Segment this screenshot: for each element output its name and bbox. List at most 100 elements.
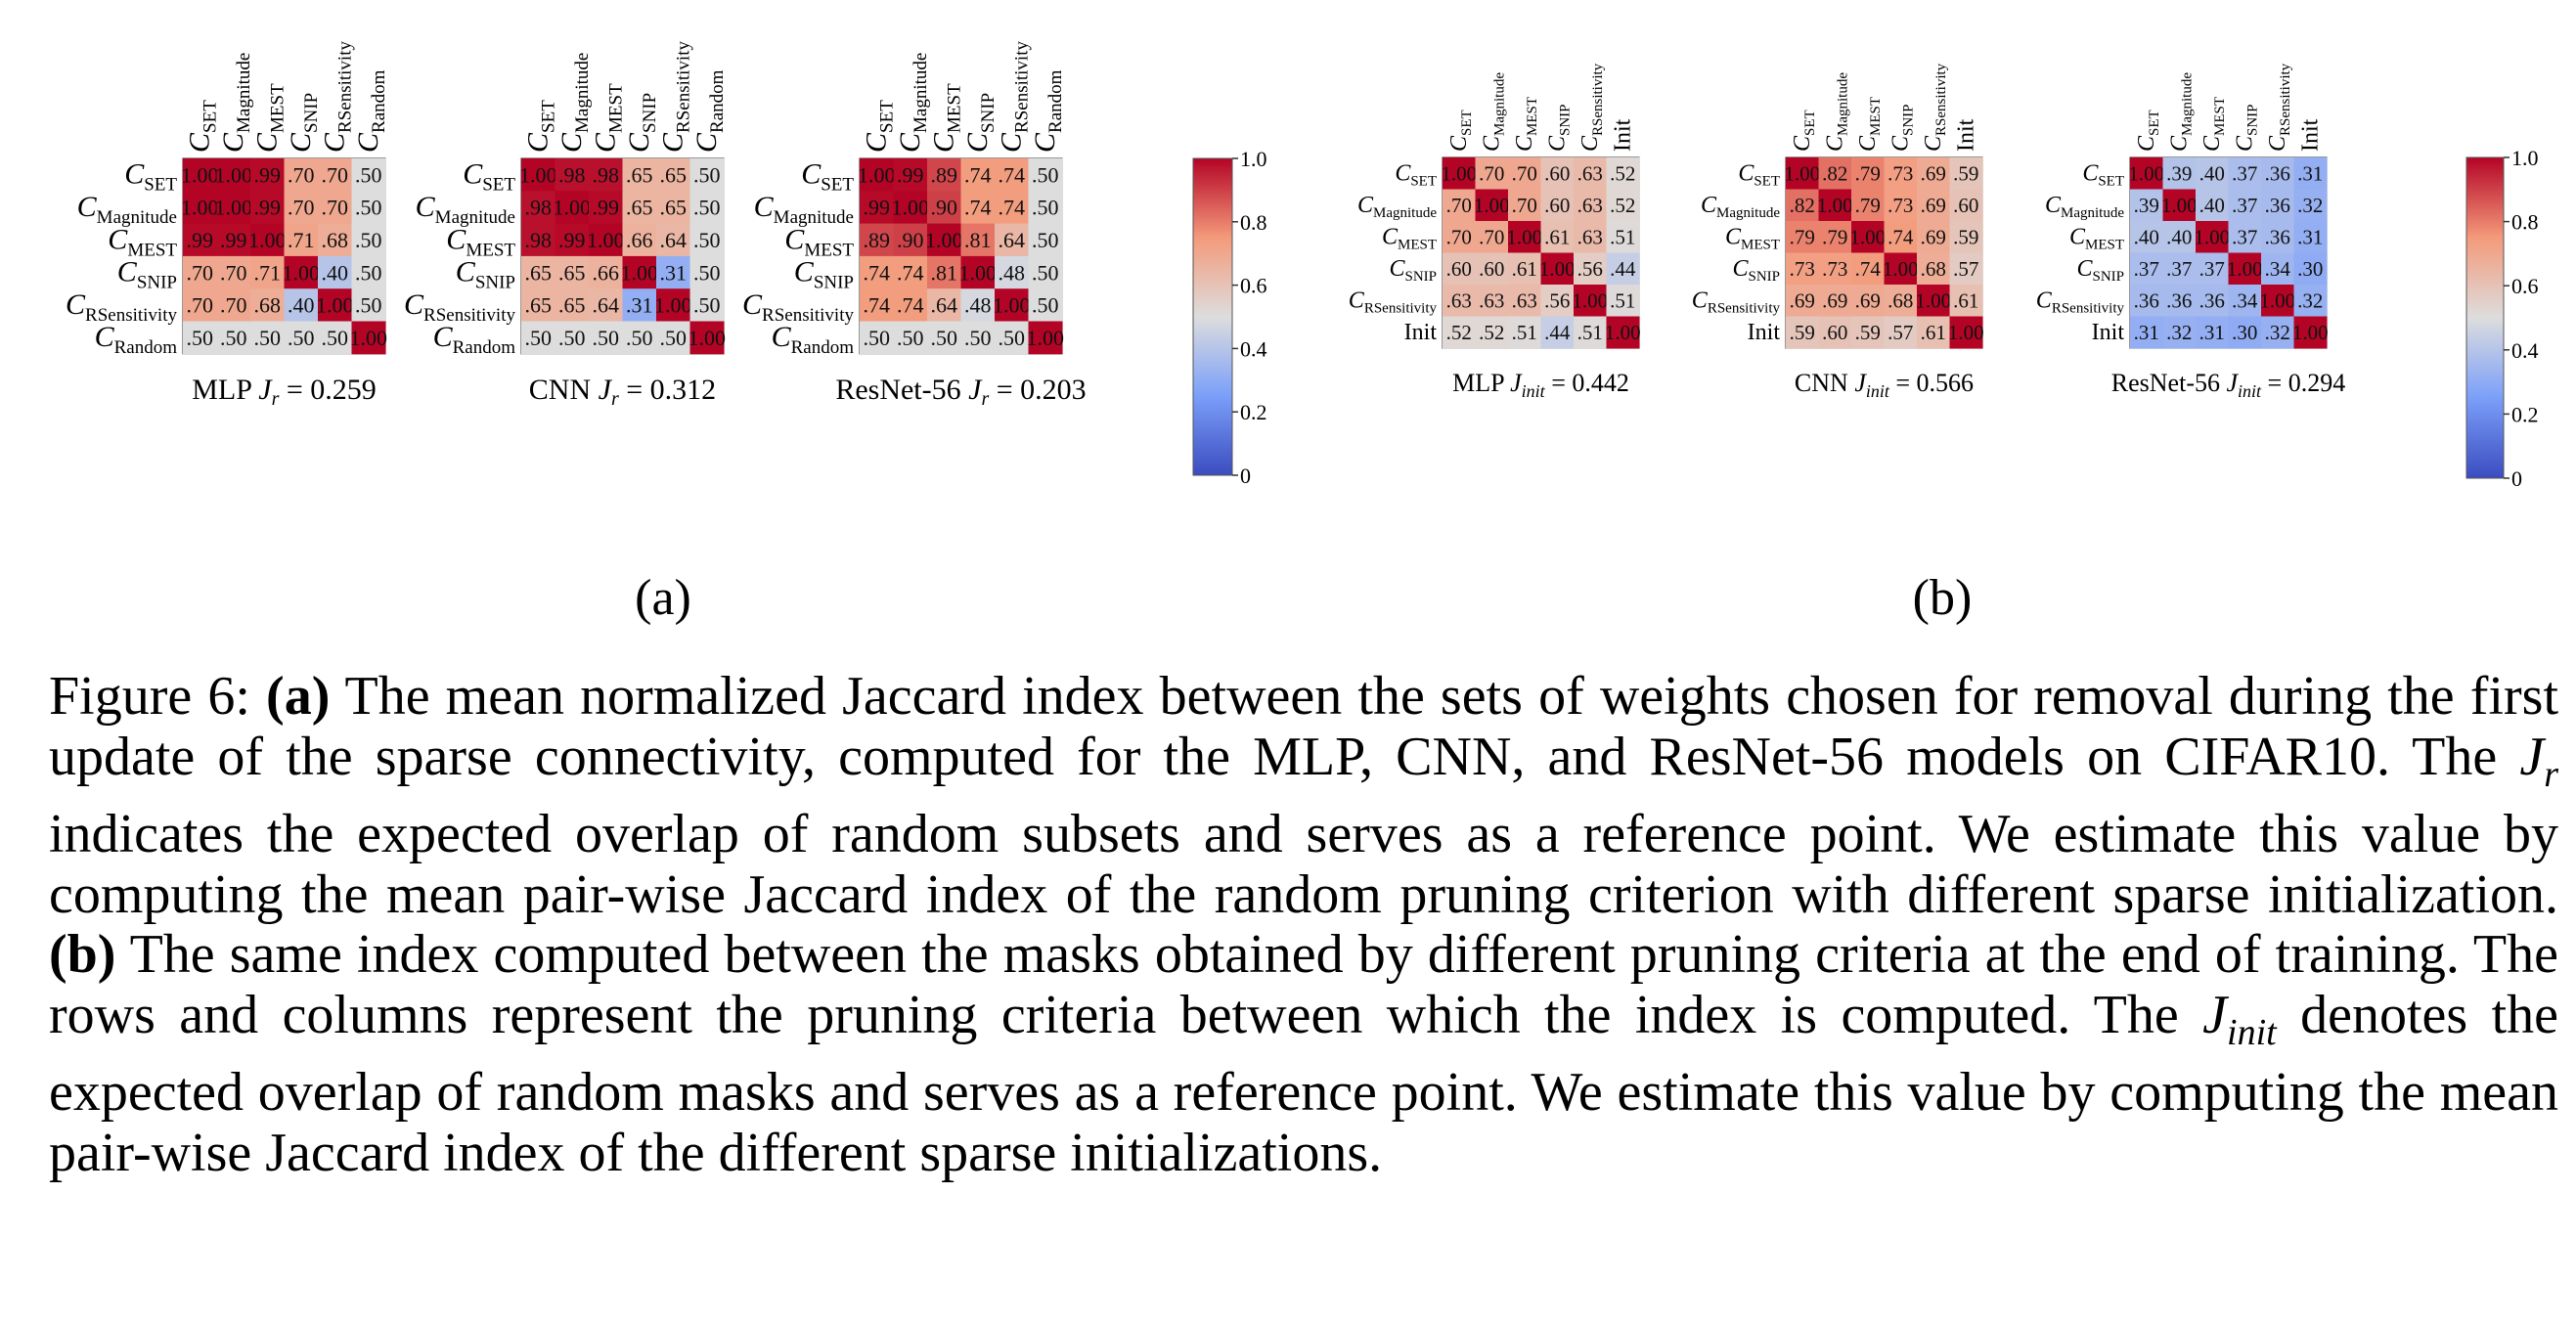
panel-title-symbol-sub: init xyxy=(2238,381,2262,401)
panel-title-model: CNN xyxy=(1795,369,1854,397)
heatmap-cell xyxy=(1786,252,1819,286)
heatmap-value-label: .79 xyxy=(1822,226,1847,249)
column-label: CRSensitivity xyxy=(995,41,1032,153)
row-label: CSNIP xyxy=(117,256,177,293)
heatmap-cell xyxy=(1884,157,1918,190)
row-label: CSET xyxy=(1738,160,1780,189)
heatmap-cell xyxy=(1574,252,1607,286)
column-label-sub: Magnitude xyxy=(2179,72,2195,136)
heatmap-value-label: 1.00 xyxy=(688,326,727,350)
heatmap-value-label: .89 xyxy=(931,162,958,187)
heatmap-cell xyxy=(521,288,555,322)
row-label-sub: SNIP xyxy=(814,273,854,293)
caption-jinit-subscript: init xyxy=(2227,1011,2277,1053)
heatmap-value-label: .50 xyxy=(1032,162,1059,187)
heatmap-value-label: .31 xyxy=(2199,321,2225,344)
heatmap-value-label: .50 xyxy=(355,293,382,318)
heatmap-value-label: .70 xyxy=(187,293,214,318)
column-label: CRSensitivity xyxy=(318,41,355,153)
heatmap-cell xyxy=(656,191,690,225)
heatmap-cell xyxy=(318,288,352,322)
heatmap-value-label: .70 xyxy=(288,162,315,187)
column-label-sub: RSensitivity xyxy=(673,41,693,133)
panel-title: ResNet-56 Jr = 0.203 xyxy=(835,374,1086,410)
heatmap-a-mlp: 1.001.00.99.70.70.501.001.00.99.70.70.50… xyxy=(66,41,389,410)
heatmap-cell xyxy=(1884,252,1918,286)
heatmap-cell xyxy=(893,288,928,322)
heatmap-cell xyxy=(1917,221,1950,253)
heatmap-value-label: .40 xyxy=(2134,226,2159,249)
row-label-sub: Magnitude xyxy=(2061,205,2124,221)
colorbar-tick-label: 0.8 xyxy=(2511,210,2539,235)
row-label: CSNIP xyxy=(1389,256,1437,285)
heatmap-cell xyxy=(860,321,894,355)
panel-title-symbol: J xyxy=(1510,369,1523,397)
heatmap-cell xyxy=(689,223,725,257)
colorbar-tick-label: 0.4 xyxy=(1240,336,1267,361)
row-label: CSNIP xyxy=(794,256,854,293)
caption-jr-symbol: Jr xyxy=(2519,727,2558,795)
heatmap-cell xyxy=(250,158,285,192)
heatmap-value-label: .70 xyxy=(1446,226,1472,249)
colorbar-gradient xyxy=(1192,157,1233,476)
row-label-c: C xyxy=(1349,287,1365,313)
row-label-c: C xyxy=(1692,287,1709,313)
heatmap-value-label: .99 xyxy=(593,196,620,220)
heatmap-cell xyxy=(216,321,251,355)
heatmap-value-label: 1.00 xyxy=(1474,194,1510,217)
heatmap-value-label: .50 xyxy=(593,326,620,350)
heatmap-value-label: .65 xyxy=(660,196,688,220)
heatmap-cell xyxy=(1475,189,1509,222)
panel-title-symbol-sub: init xyxy=(1522,381,1546,401)
heatmap-cell xyxy=(995,255,1029,289)
heatmap-cell xyxy=(656,255,690,289)
heatmap-cell xyxy=(893,255,928,289)
heatmap-value-label: .60 xyxy=(1544,162,1570,186)
heatmap-value-label: .36 xyxy=(2134,289,2159,313)
heatmap-cell xyxy=(2196,157,2229,190)
heatmap-value-label: 1.00 xyxy=(2292,321,2329,344)
heatmap-cell xyxy=(927,255,961,289)
panel-title-value: = 0.259 xyxy=(279,374,376,406)
heatmap-cell xyxy=(250,191,285,225)
heatmap-value-label: .90 xyxy=(897,228,924,252)
heatmap-value-label: .69 xyxy=(1790,289,1815,313)
subfigure-label-b: (b) xyxy=(1913,570,1973,626)
heatmap-value-label: .50 xyxy=(254,326,282,350)
heatmap-cell xyxy=(1818,157,1852,190)
row-label-c: C xyxy=(1732,256,1749,282)
heatmap-cell xyxy=(1786,157,1819,190)
heatmap-cell xyxy=(284,223,319,257)
column-label-sub: MEST xyxy=(2212,97,2228,136)
column-label: CSET xyxy=(183,100,220,153)
heatmap-cell xyxy=(927,288,961,322)
heatmap-value-label: .37 xyxy=(2232,194,2257,217)
heatmap-value-label: 1.00 xyxy=(1948,321,1984,344)
heatmap-value-label: .74 xyxy=(1855,257,1882,281)
heatmap-cell xyxy=(284,255,319,289)
heatmap-value-label: .99 xyxy=(864,196,891,220)
column-label: CRSensitivity xyxy=(656,41,693,153)
row-label-sub: Magnitude xyxy=(97,207,177,228)
heatmap-cell xyxy=(1606,285,1640,317)
heatmap-value-label: .82 xyxy=(1790,194,1815,217)
heatmap-value-label: .74 xyxy=(864,260,891,285)
row-label: CRandom xyxy=(433,321,516,358)
column-label-c: C xyxy=(285,132,317,153)
heatmap-cell xyxy=(1028,223,1063,257)
heatmap-value-label: 1.00 xyxy=(2194,226,2230,249)
row-label-sub: RSensitivity xyxy=(85,305,177,326)
row-label: CMEST xyxy=(1725,224,1780,252)
heatmap-value-label: .40 xyxy=(288,293,315,318)
heatmap-value-label: .99 xyxy=(254,196,282,220)
heatmap-cell xyxy=(1028,288,1063,322)
figure-svg: 1.001.00.99.70.70.501.001.00.99.70.70.50… xyxy=(66,41,2539,626)
row-label: CRSensitivity xyxy=(1692,287,1781,316)
heatmap-value-label: .50 xyxy=(558,326,586,350)
heatmap-cell xyxy=(2196,316,2229,349)
heatmap-cell xyxy=(622,288,657,322)
row-label-sub: RSensitivity xyxy=(762,305,854,326)
heatmap-cell xyxy=(1606,252,1640,286)
heatmap-cell xyxy=(2261,316,2294,349)
heatmap-value-label: .52 xyxy=(1610,162,1635,186)
